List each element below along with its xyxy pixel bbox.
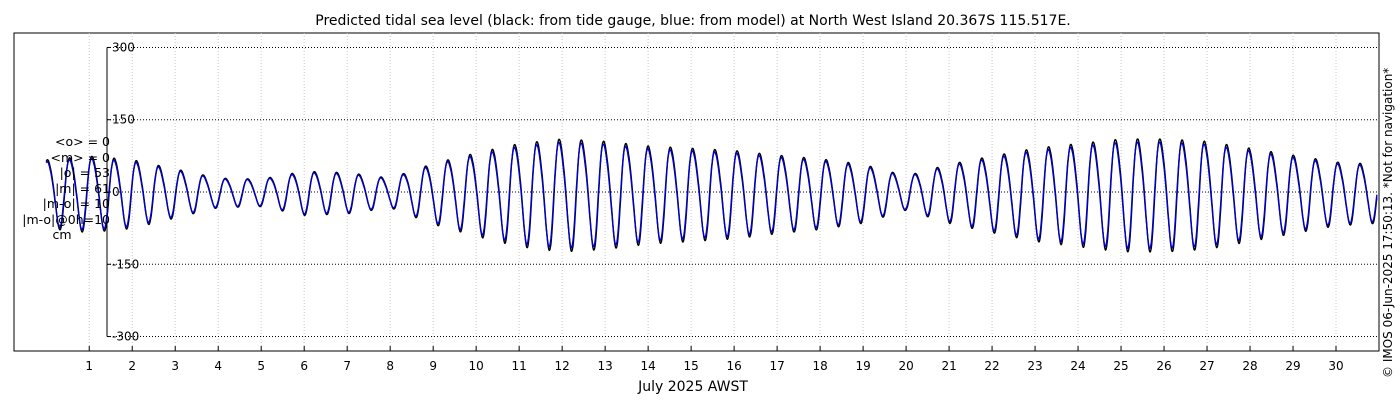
stat-abs-difference-0h: |m-o|@0h=10 [22,211,110,227]
x-tick-label: 10 [469,359,484,373]
x-tick-label: 21 [941,359,956,373]
stat-mean-model: <m> = 0 [50,149,111,165]
x-tick-label: 12 [555,359,570,373]
y-tick-label: -300 [112,330,139,344]
x-tick-label: 13 [598,359,613,373]
stat-mean-observed: <o> = 0 [55,134,110,149]
x-tick-label: 6 [300,359,308,373]
y-tick-label: -150 [112,257,139,271]
series-line-model [45,141,1378,250]
x-tick-label: 30 [1328,359,1343,373]
x-tick-label: 26 [1156,359,1171,373]
x-tick-label: 22 [984,359,999,373]
stat-abs-observed: |o| = 53 [59,165,110,180]
x-tick-label: 29 [1285,359,1300,373]
statistics-panel: <o> = 0 <m> = 0 |o| = 53 |m| = 61 |m-o| … [0,134,110,243]
x-axis-label: July 2025 AWST [637,379,748,395]
credit-note: © IMOS 06-Jun-2025 17:50:13. *Not for na… [1381,67,1395,378]
y-tick-label: 0 [112,185,120,199]
x-tick-label: 5 [257,359,265,373]
x-tick-label: 9 [429,359,437,373]
x-tick-label: 23 [1027,359,1042,373]
chart-title: Predicted tidal sea level (black: from t… [315,13,1071,29]
stat-abs-model: |m| = 61 [55,180,110,196]
x-tick-label: 24 [1070,359,1085,373]
stat-unit: cm [52,227,72,242]
x-tick-label: 25 [1113,359,1128,373]
x-tick-label: 4 [214,359,222,373]
x-tick-label: 18 [812,359,827,373]
plot-frame [13,32,1380,352]
x-tick-label: 8 [386,359,394,373]
x-tick-label: 2 [128,359,136,373]
y-tick-label: 300 [112,40,135,54]
x-tick-label: 11 [512,359,527,373]
grid-layer [88,33,1379,351]
x-tick-label: 16 [726,359,741,373]
x-tick-label: 1 [85,359,93,373]
x-tick-label: 15 [683,359,698,373]
x-tick-label: 17 [769,359,784,373]
x-tick-label: 19 [855,359,870,373]
series-layer [45,138,1378,253]
x-tick-label: 14 [640,359,655,373]
x-tick-label: 3 [171,359,179,373]
x-tick-label: 27 [1199,359,1214,373]
stat-abs-difference: |m-o| = 10 [42,196,110,211]
x-tick-label: 20 [898,359,913,373]
axis-layer: 1 2 3 4 5 6 7 8 9 10 11 12 13 14 15 16 17 18 19 20 21 22 23 24 2… [85,40,1343,373]
y-tick-label: 150 [112,113,135,127]
x-tick-label: 28 [1242,359,1257,373]
x-tick-label: 7 [343,359,351,373]
